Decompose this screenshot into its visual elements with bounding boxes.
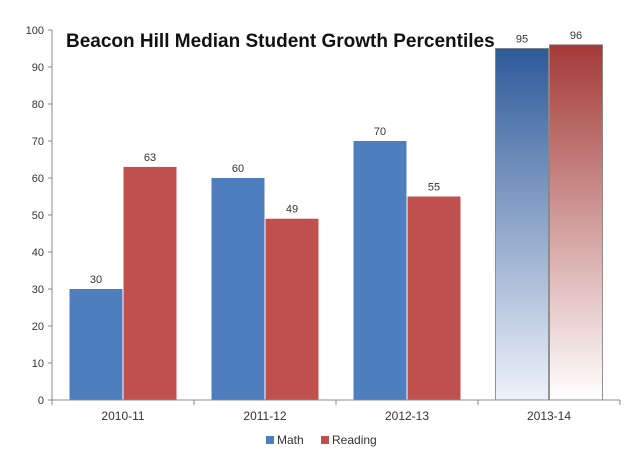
data-label: 95 xyxy=(516,34,528,46)
x-axis-labels: 2010-11 2011-12 2012-13 2013-14 xyxy=(51,400,621,423)
x-tick-label: 2010-11 xyxy=(101,409,144,423)
data-label: 60 xyxy=(232,163,244,175)
data-label: 55 xyxy=(428,182,440,194)
y-tick-label: 0 xyxy=(38,395,44,407)
data-label: 96 xyxy=(570,30,582,42)
legend-swatch-reading xyxy=(321,436,329,444)
data-label: 49 xyxy=(286,204,298,216)
y-tick-label: 100 xyxy=(26,25,44,37)
bar-math-2012-13 xyxy=(353,141,407,400)
bar-math-2011-12 xyxy=(211,178,265,400)
bar-reading-2011-12 xyxy=(265,218,319,400)
y-tick-label: 40 xyxy=(32,247,44,259)
chart-title: Beacon Hill Median Student Growth Percen… xyxy=(66,31,495,52)
bar-reading-2012-13 xyxy=(407,196,461,400)
bar-reading-2010-11 xyxy=(123,166,177,400)
x-tick-label: 2011-12 xyxy=(243,409,286,423)
legend-swatch-math xyxy=(266,436,274,444)
x-tick-label: 2012-13 xyxy=(385,409,429,423)
bar-reading-2013-14 xyxy=(549,44,603,401)
y-tick-label: 10 xyxy=(32,358,44,370)
legend: Math Reading xyxy=(266,433,377,447)
y-tick-label: 50 xyxy=(32,210,44,222)
data-label: 70 xyxy=(374,126,386,138)
legend-label-reading: Reading xyxy=(332,433,377,447)
y-tick-label: 30 xyxy=(32,284,44,296)
y-tick-label: 60 xyxy=(32,173,44,185)
y-tick-label: 70 xyxy=(32,136,44,148)
y-tick-label: 90 xyxy=(32,62,44,74)
y-tick-label: 80 xyxy=(32,99,44,111)
bars xyxy=(69,44,603,401)
legend-label-math: Math xyxy=(277,433,304,447)
bar-math-2013-14 xyxy=(495,48,549,401)
y-tick-label: 20 xyxy=(32,321,44,333)
x-tick-label: 2013-14 xyxy=(527,409,571,423)
data-label: 30 xyxy=(90,274,102,286)
y-axis-ticks: 0 10 20 30 40 50 60 70 80 90 100 xyxy=(26,25,52,407)
bar-math-2010-11 xyxy=(69,289,123,400)
data-label: 63 xyxy=(144,152,156,164)
data-labels: 30 63 60 49 70 55 95 96 xyxy=(90,30,582,286)
